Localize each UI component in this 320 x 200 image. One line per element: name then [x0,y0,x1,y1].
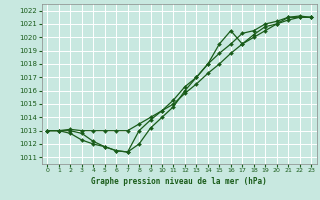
X-axis label: Graphe pression niveau de la mer (hPa): Graphe pression niveau de la mer (hPa) [91,177,267,186]
